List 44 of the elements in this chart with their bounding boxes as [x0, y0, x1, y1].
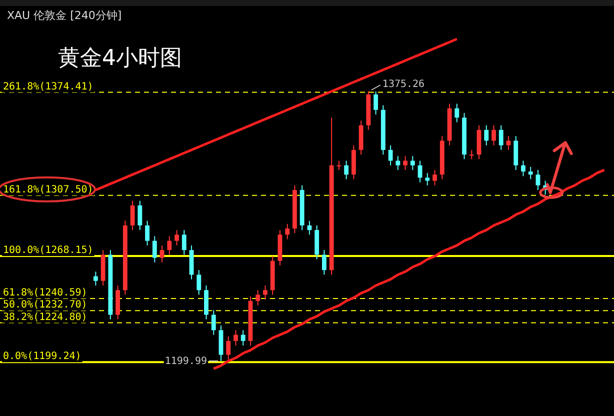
candlestick [307, 220, 312, 236]
candlestick [432, 169, 437, 186]
candlestick [336, 160, 342, 170]
candlestick [425, 172, 430, 186]
annotation: 1199.99 [164, 356, 218, 367]
candlestick [374, 90, 378, 116]
candlestick [196, 270, 202, 296]
candlestick [256, 290, 260, 306]
candlestick [498, 124, 504, 150]
candlestick [469, 149, 474, 160]
candlestick [536, 169, 540, 190]
candlestick [130, 200, 135, 231]
chart-title: 黄金4小时图 [58, 46, 182, 71]
candlestick [160, 244, 164, 263]
candlestick [174, 230, 179, 246]
candlestick [240, 330, 246, 346]
annotation: 1199.99 [164, 356, 207, 367]
candlestick [403, 156, 408, 170]
candlestick [396, 156, 400, 170]
candlestick [152, 236, 157, 263]
candlestick [263, 285, 268, 300]
candlestick [388, 144, 393, 166]
candlestick [506, 136, 511, 150]
candlestick [322, 250, 326, 276]
annotation: 1375.26 [370, 79, 426, 90]
candlestick [167, 236, 172, 256]
candlestick [93, 271, 98, 286]
chart-subtitle: XAU 伦敦金 [240分钟] [7, 9, 122, 22]
header: XAU 伦敦金 [240分钟] 黄金4小时图 [0, 0, 614, 71]
candlestick [285, 223, 290, 240]
candlestick [145, 220, 150, 246]
candlestick [138, 200, 142, 231]
candlestick [226, 336, 231, 360]
candlestick [484, 124, 489, 146]
annotation: 1375.26 [382, 79, 425, 90]
candlestick [182, 230, 186, 256]
candlestick [344, 160, 349, 180]
candlestick [521, 160, 526, 177]
candlestick [211, 310, 216, 336]
candlestick [410, 156, 415, 170]
candlestick [234, 330, 238, 346]
candlestick [454, 103, 460, 123]
candlestick [528, 166, 533, 180]
candlestick [492, 124, 496, 146]
